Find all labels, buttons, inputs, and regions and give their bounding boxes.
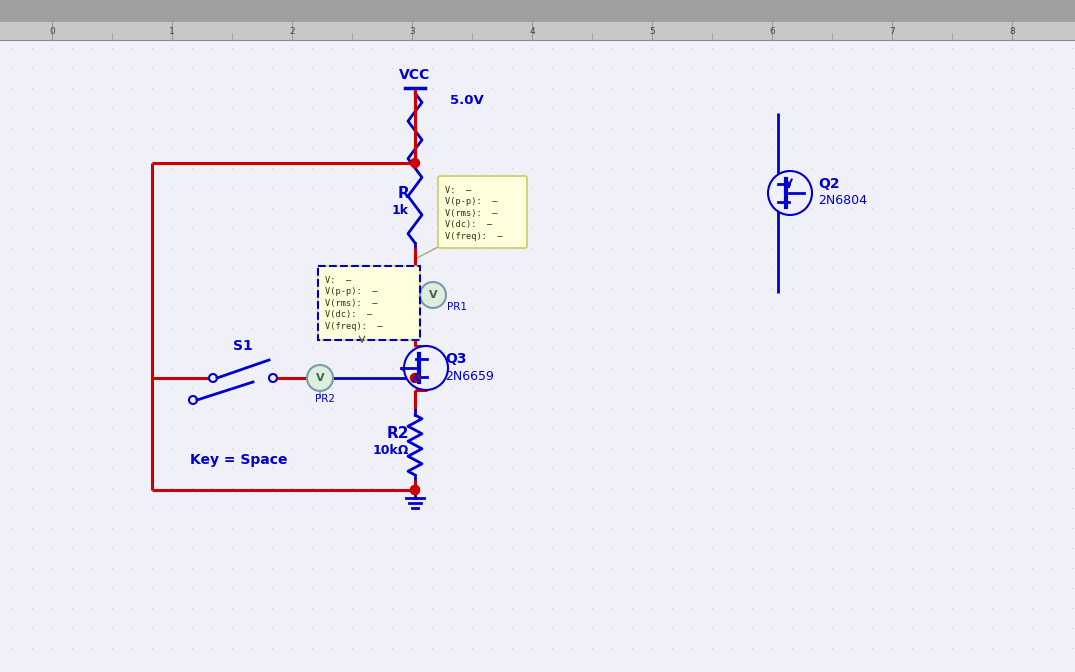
Text: Key = Space: Key = Space bbox=[190, 453, 287, 467]
Text: V(freq):  –: V(freq): – bbox=[445, 232, 503, 241]
Bar bbox=[318, 266, 420, 340]
Circle shape bbox=[420, 282, 446, 308]
Circle shape bbox=[209, 374, 217, 382]
Text: V(dc):  –: V(dc): – bbox=[445, 220, 492, 230]
Text: PR2: PR2 bbox=[315, 394, 335, 404]
Text: V(rms):  –: V(rms): – bbox=[325, 299, 377, 308]
Circle shape bbox=[411, 485, 419, 495]
Text: V: V bbox=[316, 373, 325, 383]
Text: 4: 4 bbox=[529, 26, 535, 36]
Circle shape bbox=[411, 485, 419, 495]
Text: V(p-p):  –: V(p-p): – bbox=[325, 288, 377, 296]
Text: 7: 7 bbox=[889, 26, 894, 36]
Text: 3: 3 bbox=[410, 26, 415, 36]
Text: 0: 0 bbox=[49, 26, 55, 36]
Bar bbox=[0, 22, 1075, 40]
Text: 10kΩ: 10kΩ bbox=[373, 444, 408, 458]
Text: 5: 5 bbox=[649, 26, 655, 36]
Circle shape bbox=[768, 171, 812, 215]
Text: 6: 6 bbox=[769, 26, 775, 36]
Text: 1: 1 bbox=[169, 26, 175, 36]
Text: 2N6659: 2N6659 bbox=[445, 370, 493, 382]
Text: S1: S1 bbox=[233, 339, 253, 353]
Text: V(p-p):  –: V(p-p): – bbox=[445, 198, 498, 206]
Text: V(freq):  –: V(freq): – bbox=[325, 322, 383, 331]
Circle shape bbox=[404, 346, 448, 390]
Circle shape bbox=[411, 159, 419, 167]
Text: PR1: PR1 bbox=[447, 302, 467, 312]
Text: 2: 2 bbox=[289, 26, 295, 36]
Circle shape bbox=[189, 396, 197, 404]
Text: Q2: Q2 bbox=[818, 177, 840, 191]
Text: 2N6804: 2N6804 bbox=[818, 194, 868, 208]
Text: 5.0V: 5.0V bbox=[450, 93, 484, 106]
Text: V(rms):  –: V(rms): – bbox=[445, 209, 498, 218]
Text: 1k: 1k bbox=[392, 204, 408, 216]
Bar bbox=[0, 0, 1075, 22]
Circle shape bbox=[411, 374, 419, 382]
Text: V:  –: V: – bbox=[445, 186, 471, 195]
Text: V(dc):  –: V(dc): – bbox=[325, 310, 372, 319]
Text: 8: 8 bbox=[1009, 26, 1015, 36]
FancyBboxPatch shape bbox=[318, 266, 420, 340]
Text: V: V bbox=[429, 290, 438, 300]
FancyBboxPatch shape bbox=[438, 176, 527, 248]
Text: VCC: VCC bbox=[400, 68, 431, 82]
Circle shape bbox=[269, 374, 277, 382]
Circle shape bbox=[307, 365, 333, 391]
Text: Q3: Q3 bbox=[445, 352, 467, 366]
Text: V:  –: V: – bbox=[325, 276, 352, 285]
Text: R2: R2 bbox=[387, 425, 408, 441]
Text: R: R bbox=[398, 185, 408, 200]
